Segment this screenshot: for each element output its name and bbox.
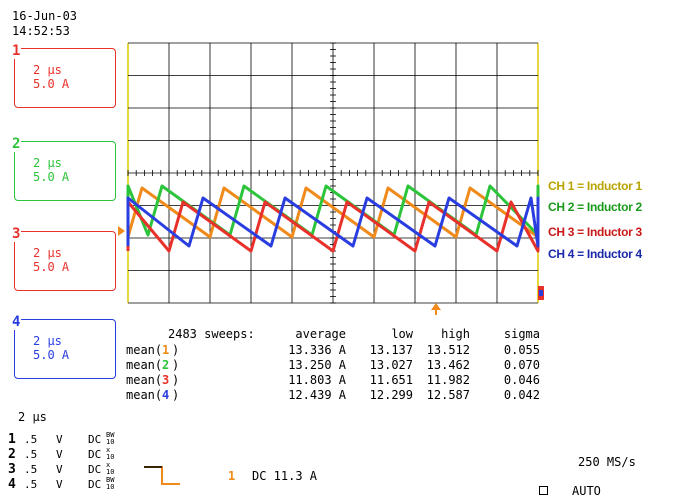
stats-row-average: 11.803 A <box>288 373 346 387</box>
legend-ch1: CH 1 = Inductor 1 <box>548 179 642 193</box>
footer-timebase: 2 µs <box>18 410 47 424</box>
sweeps-count: 2483 sweeps: <box>168 327 255 341</box>
footer-channel-unit: V <box>56 478 63 491</box>
footer-channel-extra: BW 10 <box>106 431 115 446</box>
date-label: 16-Jun-03 <box>12 9 78 23</box>
stats-row-close: ) <box>172 343 180 357</box>
footer-channel-extra: BW 10 <box>106 476 115 491</box>
footer-channel-number: 1 <box>8 432 16 447</box>
stats-row-sigma: 0.042 <box>503 388 540 402</box>
ground-marker-right <box>538 286 544 300</box>
legend-ch2: CH 2 = Inductor 2 <box>548 200 642 214</box>
stats-row-average: 12.439 A <box>288 388 346 402</box>
channel-1-number: 1 <box>11 43 22 59</box>
footer-channel-number: 2 <box>8 447 16 462</box>
footer-channel-row[interactable]: 4 .5 V DC BW 10 <box>8 476 128 493</box>
footer-channel-number: 3 <box>8 462 16 477</box>
channel-3-scale: 5.0 A <box>33 260 70 274</box>
stats-row-high: 12.587 <box>426 388 470 402</box>
stats-row-close: ) <box>172 373 180 387</box>
stats-row-close: ) <box>172 358 180 372</box>
stats-header-row: 2483 sweeps: average low high sigma <box>126 327 546 341</box>
stats-row-channel: 3 <box>162 373 170 387</box>
stats-row-low: 13.027 <box>369 358 413 372</box>
stats-row-high: 13.512 <box>426 343 470 357</box>
footer-channel-extra: x 10 <box>106 446 115 461</box>
channel-3-box[interactable]: 3 2 µs 5.0 A <box>11 226 116 291</box>
stats-row-channel: 1 <box>162 343 170 357</box>
legend-ch4: CH 4 = Inductor 4 <box>548 247 642 261</box>
stats-row: mean(4) 12.439 A 12.299 12.587 0.042 <box>126 388 546 402</box>
stats-row-average: 13.250 A <box>288 358 346 372</box>
footer-channel-number: 4 <box>8 477 16 492</box>
channel-3-timebase: 2 µs <box>33 246 62 260</box>
channel-4-box[interactable]: 4 2 µs 5.0 A <box>11 314 116 379</box>
footer-channel-volts: .5 <box>24 478 38 491</box>
footer-channel-volts: .5 <box>24 448 38 461</box>
footer-channel-unit: V <box>56 448 63 461</box>
auto-checkbox[interactable] <box>539 486 548 495</box>
footer-channel-unit: V <box>56 433 63 446</box>
trigger-level: DC 11.3 A <box>252 469 318 483</box>
stats-row-high: 11.982 <box>426 373 470 387</box>
stats-row-label: mean( <box>126 358 163 372</box>
trigger-slope-icon <box>144 466 180 485</box>
stats-row-sigma: 0.046 <box>503 373 540 387</box>
trigger-mode: AUTO <box>572 484 601 498</box>
trigger-arrow <box>431 303 441 315</box>
header-high: high <box>441 327 470 341</box>
footer-channel-row[interactable]: 2 .5 V DC x 10 <box>8 446 128 463</box>
trigger-channel: 1 <box>228 469 236 483</box>
ground-marker-left <box>118 226 125 236</box>
stats-row-sigma: 0.070 <box>503 358 540 372</box>
channel-2-number: 2 <box>11 136 22 152</box>
stats-row-label: mean( <box>126 343 163 357</box>
channel-2-scale: 5.0 A <box>33 170 70 184</box>
channel-2-timebase: 2 µs <box>33 156 62 170</box>
channel-2-box[interactable]: 2 2 µs 5.0 A <box>11 136 116 201</box>
channel-1-box[interactable]: 1 2 µs 5.0 A <box>11 43 116 108</box>
stats-row-close: ) <box>172 388 180 402</box>
waveform-traces <box>126 184 540 253</box>
sample-rate: 250 MS/s <box>578 455 636 469</box>
stats-row-channel: 2 <box>162 358 170 372</box>
footer-channel-volts: .5 <box>24 433 38 446</box>
channel-4-timebase: 2 µs <box>33 334 62 348</box>
stats-row: mean(3) 11.803 A 11.651 11.982 0.046 <box>126 373 546 387</box>
footer-channel-volts: .5 <box>24 463 38 476</box>
footer-channel-coupling: DC <box>88 463 102 476</box>
footer-channel-coupling: DC <box>88 433 102 446</box>
stats-row-low: 13.137 <box>369 343 413 357</box>
channel-1-scale: 5.0 A <box>33 77 70 91</box>
channel-1-timebase: 2 µs <box>33 63 62 77</box>
stats-row-low: 12.299 <box>369 388 413 402</box>
scope-grid <box>127 42 539 304</box>
channel-4-scale: 5.0 A <box>33 348 70 362</box>
footer-channel-row[interactable]: 1 .5 V DC BW 10 <box>8 431 128 448</box>
time-label: 14:52:53 <box>12 24 70 38</box>
trace-ch1 <box>126 186 540 239</box>
header-low: low <box>391 327 413 341</box>
channel-4-number: 4 <box>11 314 22 330</box>
footer-channel-unit: V <box>56 463 63 476</box>
footer-channel-row[interactable]: 3 .5 V DC x 10 <box>8 461 128 478</box>
stats-row: mean(2) 13.250 A 13.027 13.462 0.070 <box>126 358 546 372</box>
stats-row-channel: 4 <box>162 388 170 402</box>
stats-row-label: mean( <box>126 388 163 402</box>
footer-channel-coupling: DC <box>88 448 102 461</box>
scope-display[interactable] <box>118 40 548 315</box>
legend-ch3: CH 3 = Inductor 3 <box>548 225 642 239</box>
trace-ch4 <box>126 196 540 248</box>
stats-row-low: 11.651 <box>369 373 413 387</box>
header-average: average <box>295 327 346 341</box>
header-sigma: sigma <box>503 327 540 341</box>
channel-3-number: 3 <box>11 226 22 242</box>
stats-row-average: 13.336 A <box>288 343 346 357</box>
footer-channel-extra: x 10 <box>106 461 115 476</box>
stats-row: mean(1) 13.336 A 13.137 13.512 0.055 <box>126 343 546 357</box>
stats-row-high: 13.462 <box>426 358 470 372</box>
stats-row-label: mean( <box>126 373 163 387</box>
footer-channel-coupling: DC <box>88 478 102 491</box>
stats-row-sigma: 0.055 <box>503 343 540 357</box>
